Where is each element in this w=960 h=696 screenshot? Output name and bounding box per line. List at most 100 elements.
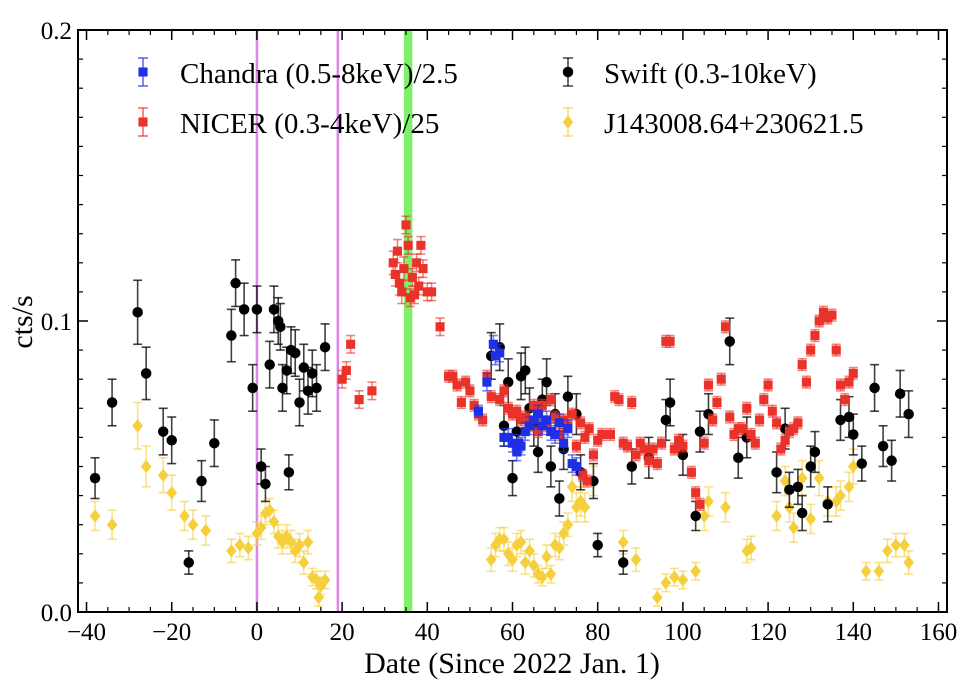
data-marker: [435, 322, 445, 332]
data-marker: [894, 388, 906, 399]
data-point: [478, 413, 488, 427]
data-marker: [226, 330, 237, 341]
data-point: [716, 372, 726, 386]
data-marker: [418, 264, 428, 274]
data-marker: [132, 307, 143, 318]
data-point: [571, 491, 582, 523]
data-marker: [243, 541, 254, 555]
data-point: [549, 532, 561, 558]
data-point: [132, 401, 143, 450]
data-marker: [877, 440, 889, 452]
data-marker: [571, 441, 581, 451]
data-point: [793, 416, 803, 430]
data-point: [106, 509, 118, 541]
data-marker: [640, 444, 650, 454]
data-point: [473, 404, 483, 418]
data-point: [724, 317, 735, 366]
data-point: [567, 407, 577, 421]
data-marker: [767, 406, 777, 416]
data-marker: [779, 474, 791, 488]
data-marker: [277, 382, 288, 394]
data-point: [873, 561, 885, 581]
data-point: [725, 410, 735, 424]
data-point: [298, 550, 310, 575]
data-marker: [260, 478, 271, 490]
data-point: [268, 285, 280, 334]
data-point: [319, 570, 331, 590]
data-marker: [495, 395, 505, 405]
data-marker: [627, 397, 637, 408]
data-point: [230, 259, 241, 308]
data-marker: [822, 499, 833, 510]
data-marker: [488, 339, 498, 349]
data-marker: [319, 341, 331, 353]
data-point: [690, 561, 701, 581]
data-marker: [399, 264, 409, 274]
data-point: [652, 587, 663, 607]
data-marker: [507, 552, 518, 567]
data-marker: [664, 397, 676, 408]
data-marker: [703, 380, 714, 390]
legend-entry: Swift (0.3-10keV): [562, 57, 817, 90]
x-tick-label: 80: [585, 619, 610, 646]
data-point: [810, 328, 820, 343]
data-marker: [89, 472, 101, 484]
green-shaded-band: [403, 30, 413, 612]
data-marker: [465, 386, 475, 396]
data-point: [882, 538, 893, 564]
data-point: [89, 456, 101, 500]
data-marker: [275, 321, 286, 333]
data-marker: [390, 269, 400, 279]
x-axis-title: Date (Since 2022 Jan. 1): [364, 647, 660, 680]
data-point: [699, 436, 709, 450]
data-marker: [230, 277, 241, 289]
data-point: [843, 471, 855, 503]
data-point: [346, 334, 356, 354]
data-marker: [788, 520, 799, 535]
data-marker: [251, 304, 263, 315]
data-marker: [545, 461, 557, 472]
data-point: [835, 480, 846, 511]
data-point: [89, 500, 101, 532]
data-point: [869, 363, 880, 413]
data-marker: [720, 500, 731, 514]
data-marker: [537, 421, 547, 431]
data-point: [848, 366, 858, 381]
data-point: [456, 395, 466, 410]
x-tick-label: −40: [67, 619, 106, 646]
data-point: [827, 308, 837, 322]
data-marker: [580, 432, 590, 442]
legend-label: J143008.64+230621.5: [604, 108, 864, 140]
data-point: [877, 424, 889, 468]
y-axis-title: cts/s: [6, 295, 39, 348]
data-point: [486, 390, 496, 404]
data-marker: [183, 557, 195, 568]
data-point: [166, 416, 177, 465]
data-marker: [341, 365, 351, 376]
data-marker: [294, 397, 305, 408]
data-point: [461, 375, 471, 389]
data-marker: [461, 377, 471, 387]
data-marker: [532, 567, 544, 581]
data-point: [840, 392, 850, 407]
data-point: [157, 407, 169, 456]
data-point: [763, 378, 773, 392]
data-point: [605, 427, 616, 442]
data-marker: [763, 380, 773, 390]
data-marker: [495, 348, 505, 358]
data-point: [677, 570, 689, 590]
data-marker: [247, 382, 258, 394]
data-point: [563, 419, 573, 439]
data-point: [166, 474, 178, 511]
data-marker: [392, 246, 403, 256]
data-point: [275, 302, 286, 351]
legend-label: Swift (0.3-10keV): [604, 58, 817, 90]
data-marker: [367, 386, 377, 396]
data-marker: [456, 397, 466, 408]
data-marker: [407, 272, 417, 282]
data-point: [226, 538, 237, 564]
data-point: [614, 392, 624, 407]
data-marker: [567, 409, 577, 419]
data-point: [140, 445, 152, 488]
